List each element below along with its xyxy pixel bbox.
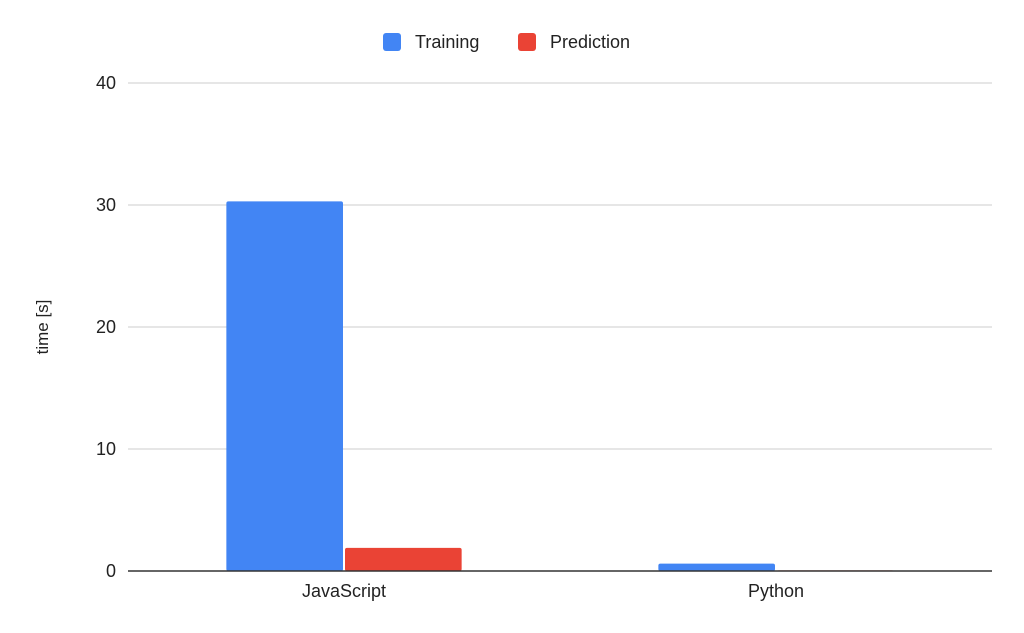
- legend-swatch-training: [383, 33, 401, 51]
- y-tick-label: 30: [96, 195, 116, 215]
- legend: Training Prediction: [383, 32, 630, 52]
- bar-training-python[interactable]: [658, 563, 775, 571]
- x-category-label: JavaScript: [302, 581, 386, 601]
- y-tick-label: 20: [96, 317, 116, 337]
- legend-item-prediction[interactable]: Prediction: [518, 32, 630, 52]
- legend-item-training[interactable]: Training: [383, 32, 479, 52]
- y-tick-labels: 0 10 20 30 40: [96, 73, 116, 581]
- category-labels: JavaScript Python: [302, 581, 804, 601]
- bar-training-javascript[interactable]: [226, 201, 343, 571]
- y-axis-title: time [s]: [33, 300, 52, 355]
- bar-prediction-javascript[interactable]: [345, 547, 462, 571]
- legend-label-training: Training: [415, 32, 479, 52]
- y-tick-label: 40: [96, 73, 116, 93]
- bars: [226, 201, 894, 571]
- y-tick-label: 10: [96, 439, 116, 459]
- legend-label-prediction: Prediction: [550, 32, 630, 52]
- legend-swatch-prediction: [518, 33, 536, 51]
- x-category-label: Python: [748, 581, 804, 601]
- y-tick-label: 0: [106, 561, 116, 581]
